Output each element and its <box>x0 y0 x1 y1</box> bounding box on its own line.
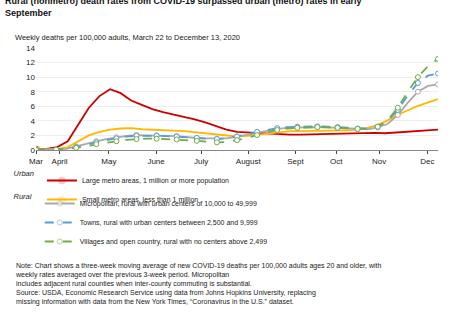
svg-text:Towns, rural with urban center: Towns, rural with urban centers between … <box>80 219 258 226</box>
svg-text:Villages and open country, rur: Villages and open country, rural with no… <box>80 238 267 246</box>
svg-text:4: 4 <box>31 117 36 126</box>
svg-text:Mar: Mar <box>29 157 43 166</box>
svg-text:June: June <box>147 157 165 166</box>
svg-text:April: April <box>52 157 68 166</box>
svg-text:Oct: Oct <box>330 157 343 166</box>
svg-text:6: 6 <box>31 102 36 111</box>
svg-text:12: 12 <box>26 58 35 67</box>
svg-text:May: May <box>101 157 116 166</box>
svg-text:Nov: Nov <box>372 157 386 166</box>
svg-text:Sept: Sept <box>287 157 304 166</box>
svg-text:Rural (nonmetro) death rates f: Rural (nonmetro) death rates from COVID-… <box>5 0 362 18</box>
svg-text:Dec: Dec <box>420 157 434 166</box>
svg-text:Rural: Rural <box>13 192 31 201</box>
svg-text:July: July <box>194 157 208 166</box>
svg-text:Large metro areas, 1 million o: Large metro areas, 1 million or more pop… <box>82 177 229 185</box>
svg-text:14: 14 <box>26 44 35 53</box>
svg-text:Weekly deaths per 100,000 adul: Weekly deaths per 100,000 adults, March … <box>15 33 240 42</box>
svg-text:August: August <box>236 157 262 166</box>
svg-text:Micropolitan, rural with urban: Micropolitan, rural with urban centers o… <box>80 200 257 208</box>
svg-text:8: 8 <box>31 88 36 97</box>
svg-text:10: 10 <box>26 73 35 82</box>
svg-text:2: 2 <box>31 131 36 140</box>
svg-text:Urban: Urban <box>13 169 33 178</box>
svg-text:0: 0 <box>31 146 36 155</box>
svg-text:Note: Chart shows a three-week: Note: Chart shows a three-week moving av… <box>15 262 381 306</box>
